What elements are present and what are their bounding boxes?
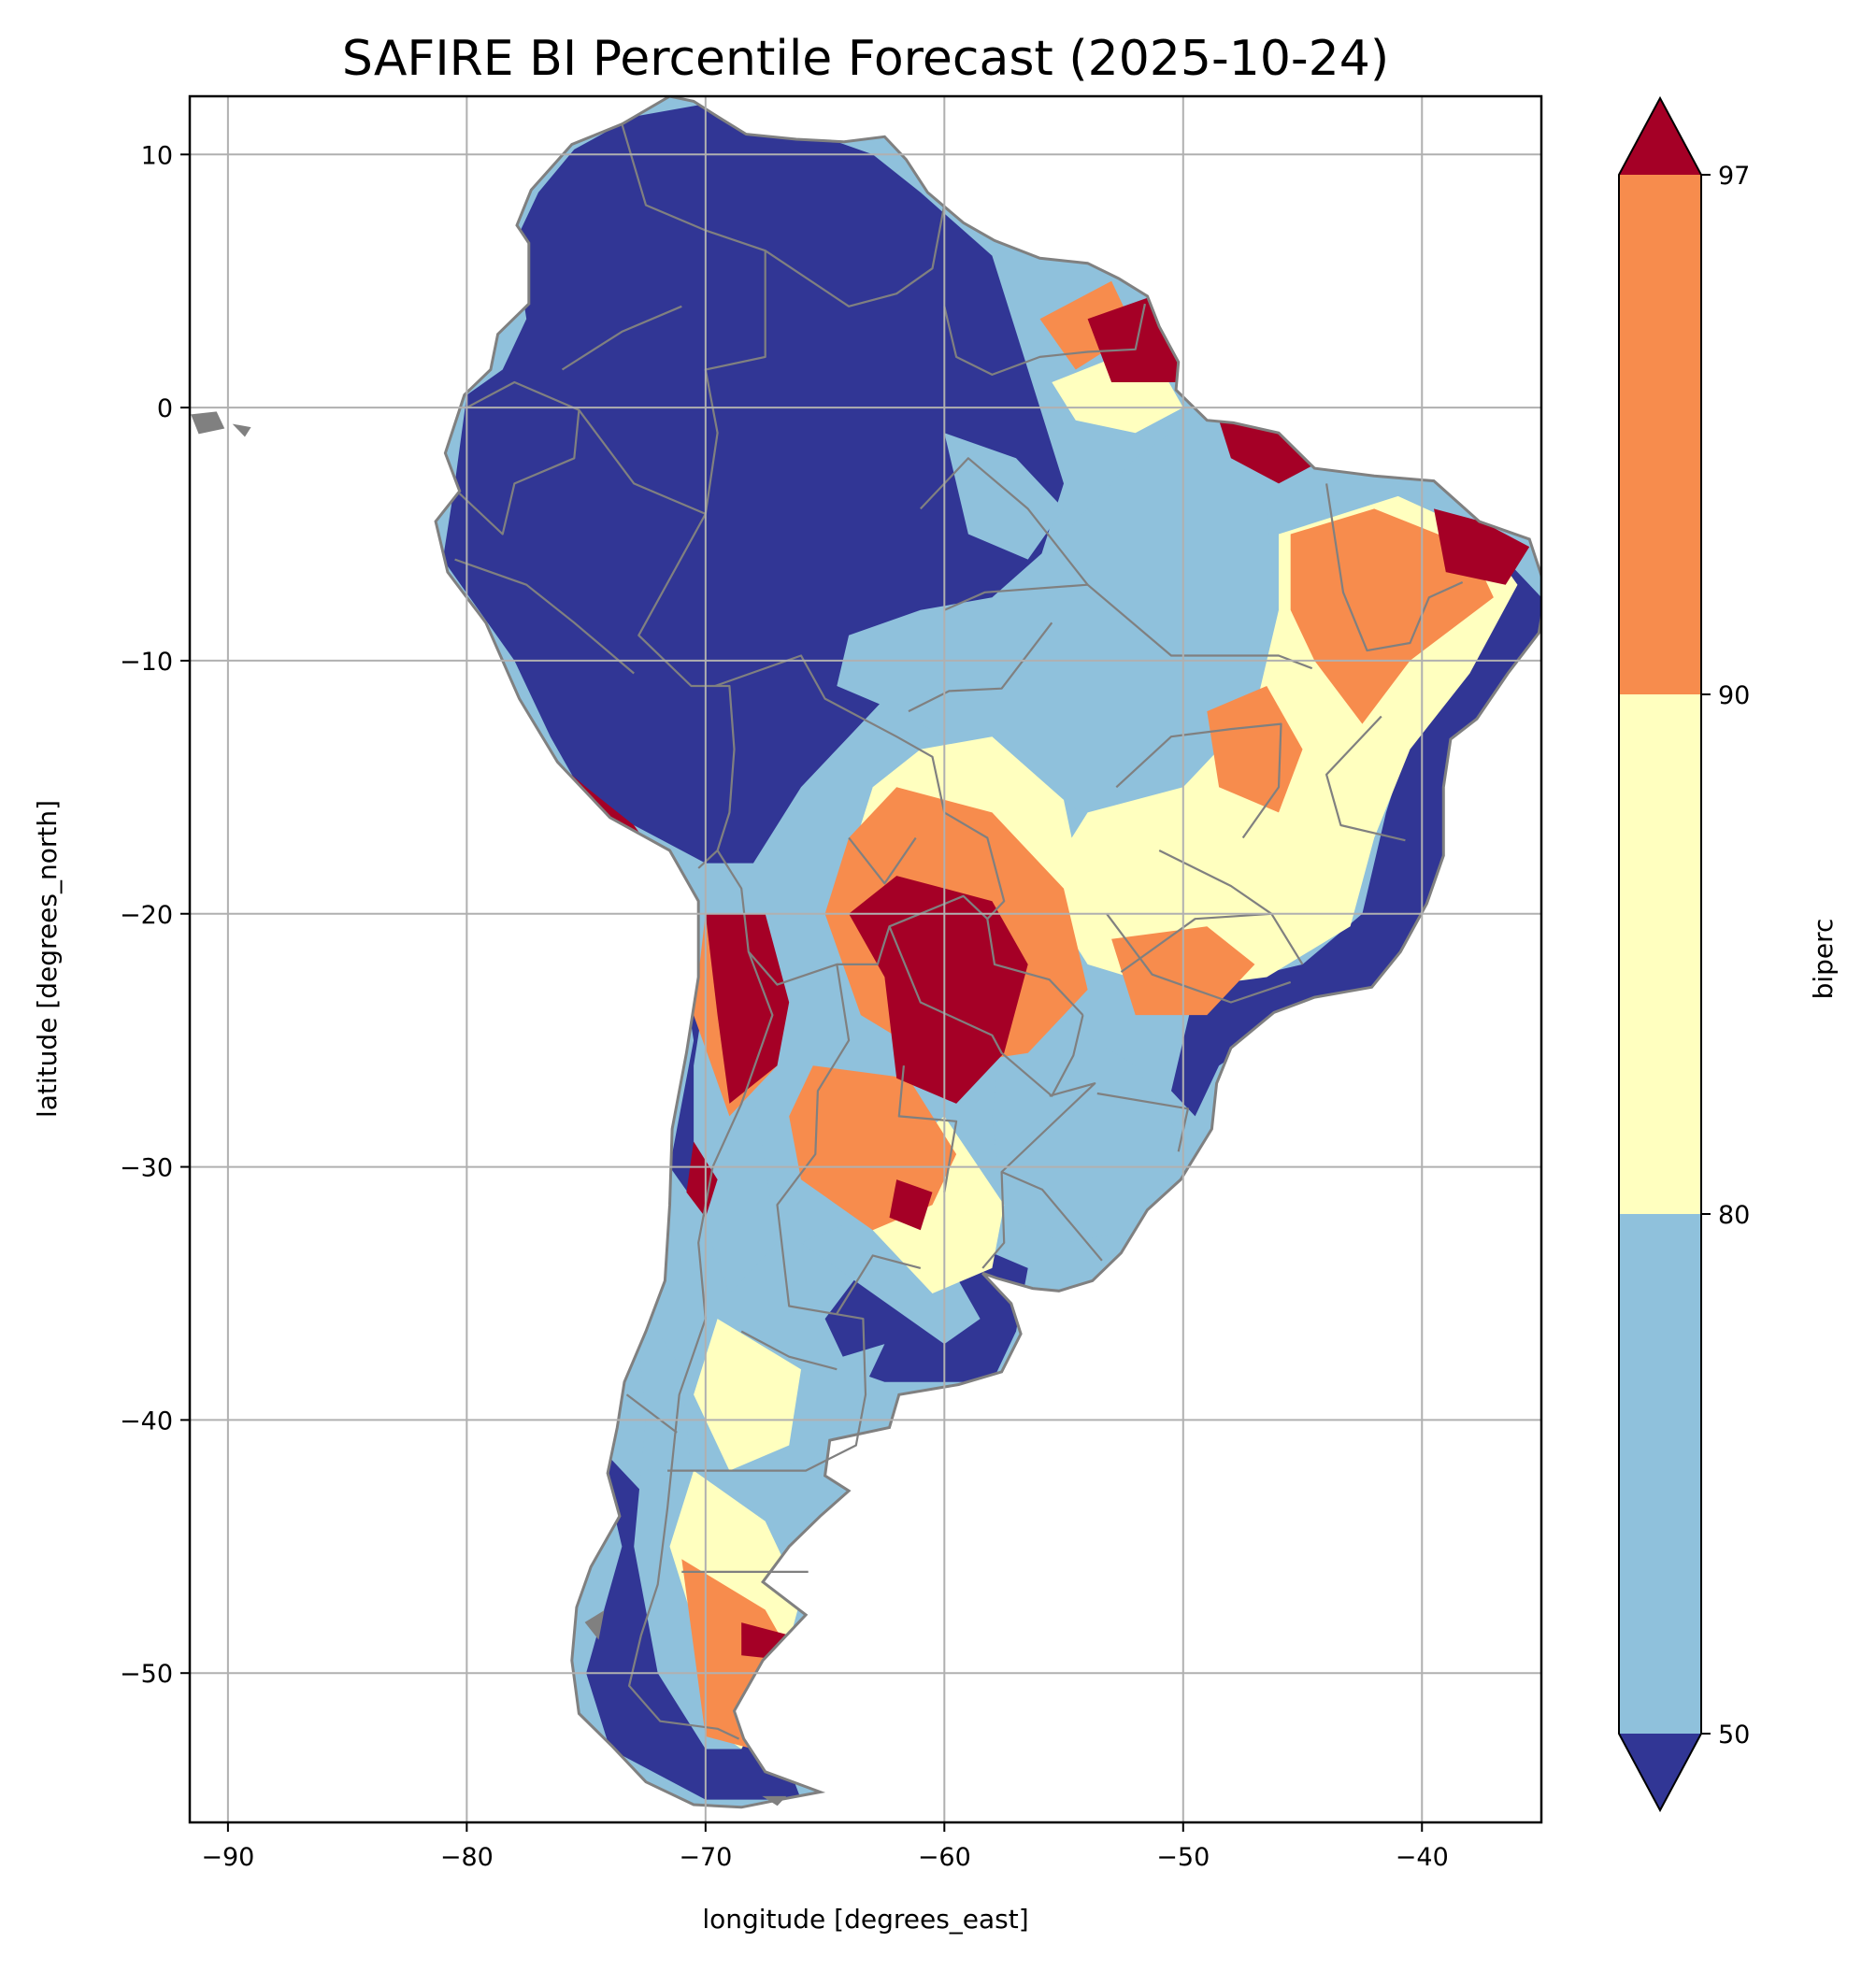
border-line	[667, 964, 867, 1472]
border-line	[454, 558, 635, 675]
colorbar-tick-label: 50	[1718, 1721, 1750, 1750]
region-over-97	[1434, 508, 1530, 585]
border-line	[740, 1330, 838, 1371]
border-line	[561, 305, 682, 371]
x-tick-label: −70	[679, 1843, 732, 1872]
coastline	[434, 96, 1541, 1809]
border-line	[986, 919, 1084, 1016]
y-tick-label: 10	[141, 141, 173, 170]
region-50-80	[765, 1344, 885, 1471]
x-tick-label: −60	[918, 1843, 971, 1872]
border-line	[625, 1393, 678, 1434]
y-tick-label: −10	[120, 648, 173, 677]
region-over-97	[705, 913, 790, 1104]
y-tick-label: −40	[120, 1407, 173, 1435]
x-tick-label: −80	[440, 1843, 494, 1872]
border-line	[1325, 483, 1464, 652]
border-line	[628, 951, 774, 1740]
colorbar-segment	[1619, 694, 1701, 1214]
country-borders	[191, 96, 1541, 1809]
axes-frame	[188, 94, 1543, 1824]
region-over-97	[849, 876, 1028, 1104]
y-tick-label: −50	[120, 1660, 173, 1689]
colorbar-tick-label: 97	[1718, 162, 1750, 191]
border-line	[578, 409, 736, 869]
island	[584, 1610, 605, 1640]
y-tick-label: −20	[120, 901, 173, 930]
border-line	[897, 1065, 958, 1193]
border-line	[621, 123, 766, 515]
border-line	[943, 303, 1146, 376]
border-line	[714, 654, 1006, 920]
border-line	[1158, 850, 1304, 965]
border-line	[1106, 913, 1292, 1004]
y-axis-label: latitude [degrees_north]	[32, 800, 63, 1118]
colorbar-label: biperc	[1808, 919, 1839, 1000]
region-90-97	[1290, 508, 1494, 724]
y-axis-ticks: 10 0 −10 −20 −30 −40 −50	[120, 141, 190, 1689]
island	[191, 411, 225, 435]
y-tick-label: 0	[157, 394, 173, 423]
border-line	[1096, 1092, 1189, 1152]
border-line	[1120, 912, 1272, 973]
region-50-80	[837, 407, 1279, 838]
colorbar-tick-label: 90	[1718, 681, 1750, 710]
gridlines	[190, 96, 1541, 1822]
border-line	[848, 836, 917, 885]
border-line	[1325, 715, 1406, 842]
border-line	[943, 583, 1313, 670]
x-axis-label: longitude [degrees_east]	[702, 1904, 1028, 1935]
border-line	[836, 1254, 922, 1315]
region-80-90	[694, 1319, 801, 1471]
colorbar-segment	[1619, 1214, 1701, 1734]
island	[232, 423, 251, 437]
region-over-97	[889, 1179, 933, 1231]
region-over-97	[686, 1141, 718, 1218]
chart-title: SAFIRE BI Percentile Forecast (2025-10-2…	[342, 31, 1389, 87]
colorbar-extend-min	[1619, 1734, 1701, 1810]
border-line	[888, 925, 1084, 1097]
x-tick-label: −90	[201, 1843, 254, 1872]
colorbar: 50 80 90 97	[1618, 95, 1750, 1813]
border-line	[458, 380, 580, 536]
border-line	[1115, 722, 1282, 839]
border-line	[908, 621, 1053, 713]
island	[762, 1795, 787, 1807]
colorbar-tick-label: 80	[1718, 1201, 1750, 1230]
colorbar-extend-max	[1619, 98, 1701, 175]
border-line	[1001, 1170, 1103, 1262]
x-tick-label: −50	[1156, 1843, 1210, 1872]
colorbar-segment	[1619, 175, 1701, 694]
y-tick-label: −30	[120, 1154, 173, 1183]
x-tick-label: −40	[1396, 1843, 1449, 1872]
region-50-80	[801, 1217, 981, 1345]
region-90-97	[1039, 280, 1136, 370]
map-axes: −90 −80 −70 −60 −50 −40 10 0 −10 −20 −30 −40 −50	[120, 94, 1543, 1872]
x-axis-ticks: −90 −80 −70 −60 −50 −40	[201, 1822, 1449, 1872]
border-line	[765, 205, 946, 307]
